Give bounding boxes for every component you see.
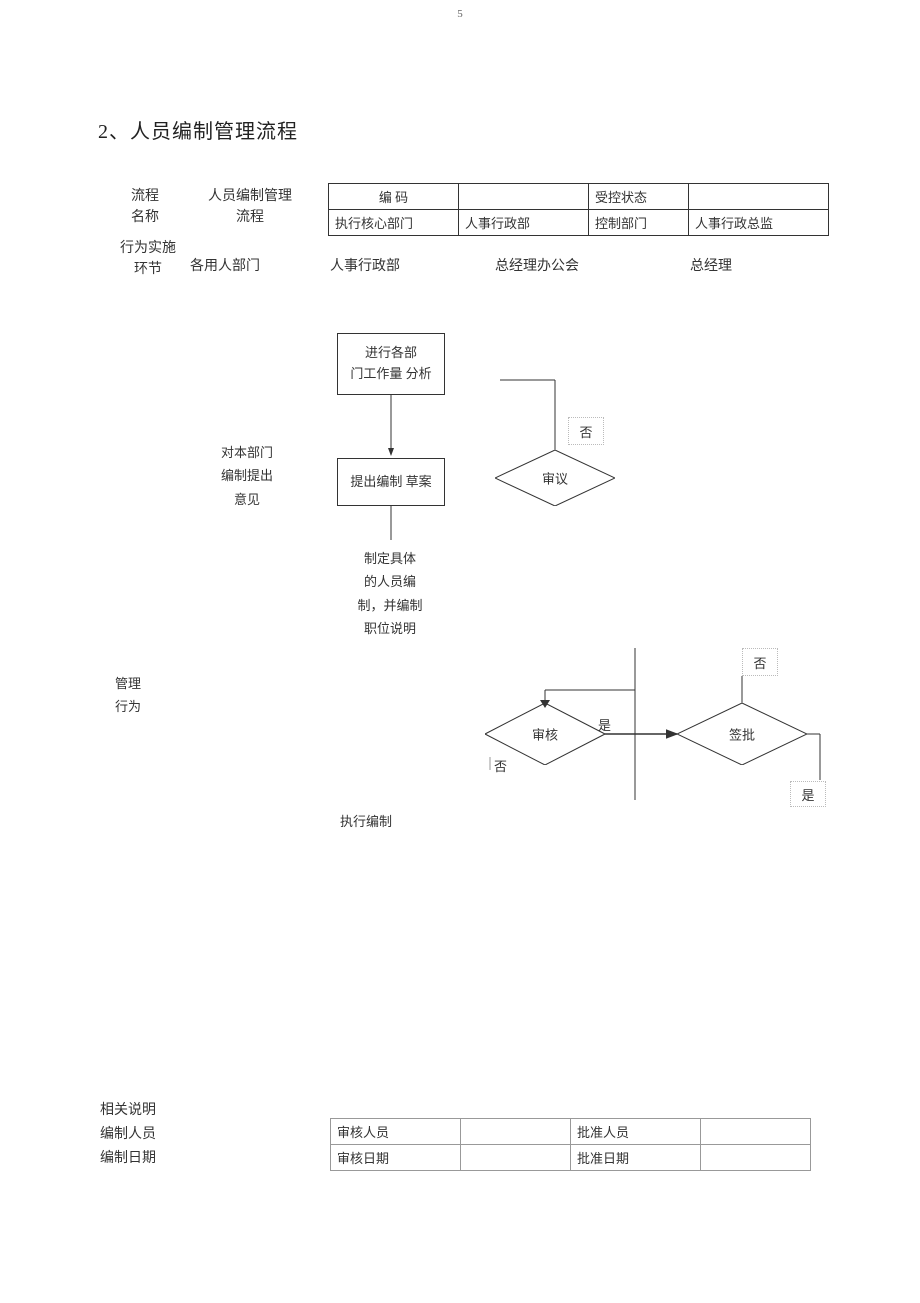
process-name-label: 流程 名称 bbox=[115, 186, 175, 228]
ft-approver-value bbox=[701, 1119, 811, 1145]
hdr-code-value bbox=[459, 184, 589, 210]
exec-text: 执行编制 bbox=[340, 810, 392, 833]
analyze-workload-box: 进行各部 门工作量 分析 bbox=[337, 333, 445, 395]
related-note-label: 相关说明 bbox=[100, 1100, 156, 1121]
management-behavior-label: 管理 行为 bbox=[115, 672, 141, 719]
hdr-ctrl-value: 人事行政总监 bbox=[689, 210, 829, 236]
hdr-status-value bbox=[689, 184, 829, 210]
ft-reviewer-label: 审核人员 bbox=[331, 1119, 461, 1145]
behavior-label: 行为实施 环节 bbox=[108, 238, 188, 280]
hdr-code-label: 编 码 bbox=[329, 184, 459, 210]
no-label-2: 否 bbox=[742, 648, 778, 676]
swimlane-col-2: 人事行政部 bbox=[330, 256, 400, 277]
process-name-value: 人员编制管理 流程 bbox=[200, 186, 300, 228]
ft-approve-date-value bbox=[701, 1145, 811, 1171]
audit-diamond-label: 审核 bbox=[485, 725, 605, 744]
page-number: 5 bbox=[457, 8, 463, 20]
compiler-label: 编制人员 bbox=[100, 1124, 156, 1145]
no-label-1: 否 bbox=[568, 417, 604, 445]
swimlane-col-4: 总经理 bbox=[690, 256, 732, 277]
hdr-ctrl-label: 控制部门 bbox=[589, 210, 689, 236]
review-diamond-label: 审议 bbox=[495, 469, 615, 488]
approve-diamond: 签批 bbox=[677, 703, 807, 765]
hdr-dept-value: 人事行政部 bbox=[459, 210, 589, 236]
propose-draft-box: 提出编制 草案 bbox=[337, 458, 445, 506]
ft-approver-label: 批准人员 bbox=[571, 1119, 701, 1145]
compile-date-label: 编制日期 bbox=[100, 1148, 156, 1169]
footer-sign-table: 审核人员 批准人员 审核日期 批准日期 bbox=[330, 1118, 811, 1171]
swimlane-col-1: 各用人部门 bbox=[190, 256, 260, 277]
review-diamond: 审议 bbox=[495, 450, 615, 506]
ft-review-date-label: 审核日期 bbox=[331, 1145, 461, 1171]
approve-diamond-label: 签批 bbox=[677, 725, 807, 744]
yes-label-2: 是 bbox=[790, 781, 826, 807]
detail-text: 制定具体 的人员编 制，并编制 职位说明 bbox=[345, 547, 435, 641]
section-title: 2、人员编制管理流程 bbox=[98, 115, 298, 144]
ft-approve-date-label: 批准日期 bbox=[571, 1145, 701, 1171]
hdr-dept-label: 执行核心部门 bbox=[329, 210, 459, 236]
ft-reviewer-value bbox=[461, 1119, 571, 1145]
ft-review-date-value bbox=[461, 1145, 571, 1171]
hdr-status-label: 受控状态 bbox=[589, 184, 689, 210]
header-info-table: 编 码 受控状态 执行核心部门 人事行政部 控制部门 人事行政总监 bbox=[328, 183, 829, 236]
opinion-text: 对本部门 编制提出 意见 bbox=[207, 441, 287, 511]
swimlane-col-3: 总经理办公会 bbox=[495, 256, 579, 277]
audit-diamond: 审核 bbox=[485, 703, 605, 765]
